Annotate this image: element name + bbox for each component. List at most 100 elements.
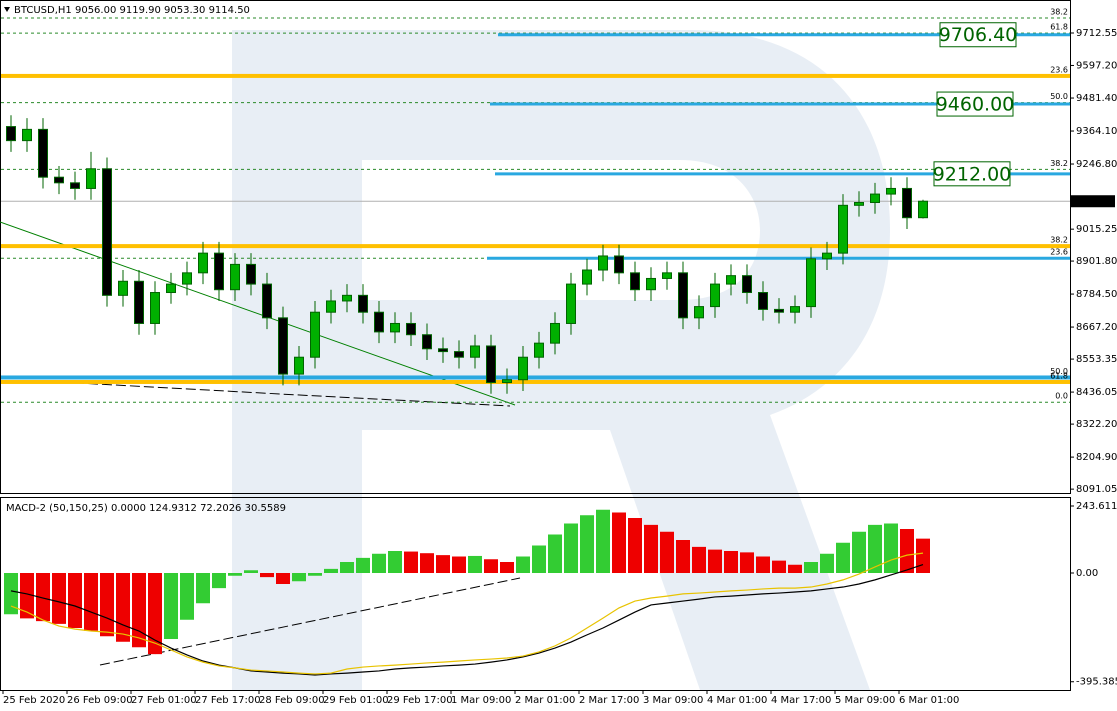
candle-body [262,283,272,319]
macd-bar [164,573,178,640]
candle-body [310,311,320,358]
x-tick-label: 27 Feb 17:00 [195,695,261,706]
fib-label: 23.6 [1050,248,1068,257]
y-tick-label: 9364.10 [1076,126,1117,137]
macd-bar [900,528,914,574]
macd-bar [276,573,290,585]
menu-arrow[interactable] [4,7,10,12]
candle-body [454,351,464,358]
candle-body [86,168,96,189]
x-tick-label: 25 Feb 2020 [3,695,65,706]
candle-body [806,258,816,308]
macd-bar [20,573,34,619]
y-tick-label: 243.6111 [1076,501,1117,512]
x-tick-label: 2 Mar 17:00 [579,695,639,706]
candle-body [822,252,832,260]
macd-bar [228,573,242,576]
fib-label: 38.2 [1050,159,1068,168]
x-tick-label: 5 Mar 09:00 [835,695,895,706]
x-tick-label: 26 Feb 09:00 [67,695,133,706]
candle-body [438,348,448,353]
candle-body [566,283,576,324]
candle-body [534,342,544,358]
macd-bar [100,573,114,637]
watermark [232,30,890,690]
target-box [936,91,1014,117]
candle-body [134,280,144,324]
y-tick-label: 0.00 [1076,568,1098,579]
macd-bar [148,573,162,655]
macd-bar [644,524,658,574]
y-tick-label: 8901.80 [1076,256,1117,267]
macd-bar [484,559,498,574]
fib-label: 38.2 [1050,236,1068,245]
macd-bar [916,538,930,574]
macd-bar [564,523,578,574]
candle-body [166,283,176,294]
macd-title: MACD-2 (50,150,25) 0.0000 124.9312 72.20… [6,503,286,514]
x-tick-label: 28 Feb 09:00 [259,695,325,706]
candle-body [38,128,48,178]
macd-line [10,564,924,676]
target-label: 9706.40 [939,24,1018,46]
macd-bar [676,539,690,574]
macd-bar [260,573,274,578]
candle-body [486,345,496,384]
macd-panel [0,497,1071,691]
candle-body [630,272,640,291]
candle-body [742,275,752,294]
candle-body [550,322,560,344]
macd-bar [580,515,594,574]
macd-bar [548,534,562,574]
y-tick-label: 9597.20 [1076,60,1117,71]
x-tick-label: 1 Mar 09:00 [451,695,511,706]
fib-label: 50.0 [1050,367,1068,376]
macd-bar [340,562,354,574]
x-tick-label: 29 Feb 17:00 [387,695,453,706]
candle-body [726,275,736,285]
macd-bar [772,560,786,574]
fib-label: 61.8 [1050,23,1068,32]
candle-body [582,269,592,285]
fib-label: 61.8 [1050,371,1068,380]
macd-bar [852,531,866,574]
macd-bar [660,531,674,574]
candle-body [294,356,304,375]
macd-bar [532,545,546,574]
candle-body [518,356,528,381]
candle-body [54,176,64,184]
candle-body [678,272,688,319]
fib-band [1,379,1070,384]
macd-bar [724,550,738,574]
macd-bar [292,573,306,582]
macd-bar [324,568,338,574]
candle-body [278,317,288,375]
x-tick-label: 2 Mar 01:00 [515,695,575,706]
y-tick-label: 9246.80 [1076,159,1117,170]
candle-body [470,345,480,358]
candle-body [246,263,256,285]
candle-body [230,263,240,291]
macd-bar [516,556,530,574]
target-label: 9460.00 [936,94,1015,116]
y-tick-label: 9712.55 [1076,28,1117,39]
y-tick-label: -395.3852 [1076,677,1117,688]
candle-body [22,128,32,142]
macd-bar [804,562,818,574]
fib-label: 0.0 [1055,392,1068,401]
candle-body [694,306,704,319]
macd-bar [612,512,626,574]
macd-bar [740,552,754,574]
macd-bar [356,557,370,574]
fib-band [1,73,1070,78]
x-tick-label: 3 Mar 09:00 [643,695,703,706]
x-tick-label: 6 Mar 01:00 [899,695,959,706]
macd-bar [116,573,130,642]
macd-bar [4,573,18,615]
macd-bar [68,573,82,629]
target-box [939,22,1017,48]
macd-bar [788,564,802,574]
macd-bar [500,562,514,574]
y-tick-label: 8667.20 [1076,322,1117,333]
